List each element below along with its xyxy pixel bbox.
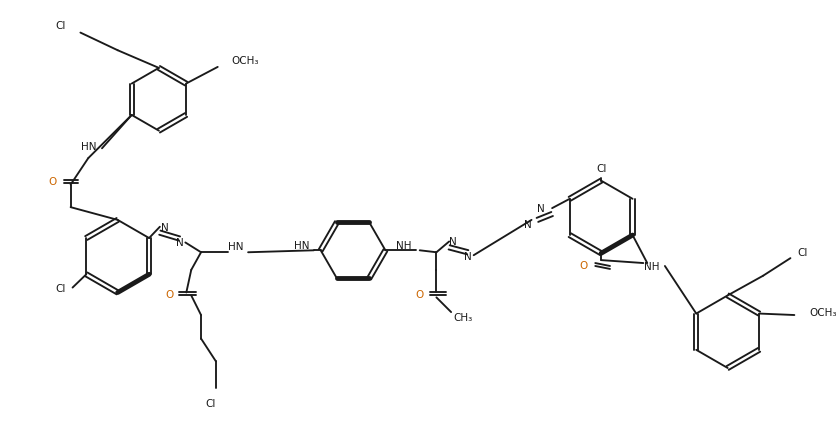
Text: HN: HN [227,242,242,252]
Text: N: N [463,252,472,261]
Text: N: N [449,237,456,247]
Text: Cl: Cl [206,398,216,408]
Text: Cl: Cl [595,163,605,174]
Text: N: N [161,222,168,232]
Text: OCH₃: OCH₃ [232,56,258,66]
Text: Cl: Cl [55,21,66,31]
Text: Cl: Cl [796,248,807,258]
Text: NH: NH [644,261,659,271]
Text: O: O [166,290,174,300]
Text: N: N [176,238,183,248]
Text: HN: HN [294,241,309,251]
Text: O: O [48,176,57,186]
Text: HN: HN [80,142,96,152]
Text: N: N [523,219,531,229]
Text: Cl: Cl [55,283,66,293]
Text: N: N [537,204,544,214]
Text: O: O [579,261,587,270]
Text: O: O [415,290,423,300]
Text: NH: NH [395,241,411,251]
Text: OCH₃: OCH₃ [808,307,835,317]
Text: CH₃: CH₃ [453,312,472,322]
